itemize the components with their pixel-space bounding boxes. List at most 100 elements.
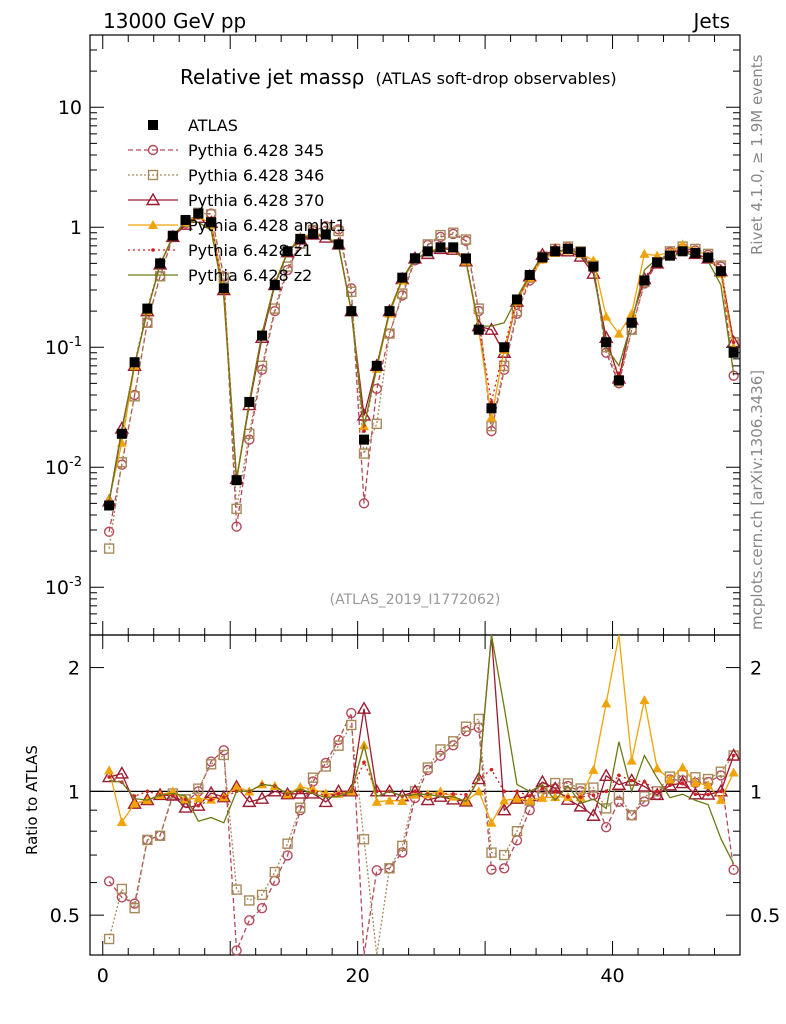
ratio-point [218,749,230,761]
ratio-point [256,902,268,914]
legend-marker [145,192,161,206]
ratio-point [269,866,281,878]
ratio-point [397,796,408,806]
ratio-y-tick-label-right: 0.5 [750,905,780,927]
ratio-point [540,786,545,790]
data-point [218,272,230,283]
ratio-ylabel: Ratio to ATLAS [23,745,41,855]
ratio-point [639,695,650,705]
ratio-point [154,830,166,841]
x-tick-label: 0 [97,965,109,987]
data-point [103,543,115,554]
ratio-point [101,769,117,783]
ratio-point [637,779,652,792]
ratio-point [178,800,193,813]
ratio-y-tick-label-right: 2 [750,658,762,680]
data-point [154,271,166,282]
data-point [142,317,153,328]
legend-marker [151,248,155,252]
ratio-point [142,834,153,846]
ratio-point [578,795,583,800]
ratio-point [706,792,710,797]
ratio-point [719,789,723,794]
data-point [486,403,497,414]
data-point [652,257,663,268]
legend-label: Pythia 6.428 ambt1 [188,216,346,235]
ratio-point [677,762,688,772]
ratio-point [715,794,726,804]
data-point [346,286,357,297]
ratio-point [680,781,685,785]
ratio-point [451,792,456,796]
ratio-point [588,782,599,793]
data-point [460,253,471,264]
data-point [677,246,688,257]
ratio-point [244,895,255,906]
ratio-point [617,773,621,778]
ratio-point [511,826,523,837]
ratio-point [116,817,127,827]
ratio-point [346,719,357,731]
header-right: Jets [692,9,730,33]
ratio-point [311,789,315,794]
ratio-series-layer [101,634,741,956]
ratio-point [318,794,333,808]
series-line [108,216,735,502]
ratio-point [601,698,612,708]
ratio-point [703,780,714,790]
x-tick-label: 40 [600,965,624,987]
ratio-point [464,792,468,797]
ratio-point [435,786,446,796]
ratio-point [422,762,433,773]
data-point [703,252,714,263]
ratio-point [413,789,417,794]
ratio-point [384,863,395,874]
ratio-point [282,838,293,849]
ratio-point [550,792,561,802]
data-point [422,246,433,257]
data-point [371,360,382,371]
ratio-point [588,764,599,774]
data-point [384,328,395,339]
data-point [295,233,306,244]
data-point [484,322,499,335]
ratio-point [693,792,698,797]
data-point [715,266,726,277]
ratio-point [397,840,408,852]
data-point [626,308,637,318]
data-point [269,303,281,314]
ratio-point [145,789,150,794]
ratio-point [384,795,395,805]
ratio-y-tick-label-left: 1 [68,781,80,803]
data-point [384,306,395,317]
ratio-point [726,748,741,761]
data-point [435,242,446,253]
legend: ATLAS Pythia 6.428 345 Pythia 6.428 346 Pyt… [128,116,346,285]
data-point [524,270,535,280]
data-point [142,303,153,314]
ratio-point [420,792,435,806]
ratio-point [573,798,588,812]
legend-marker [147,169,159,181]
ratio-point [371,865,382,876]
main-y-tick-label: 10-1 [45,335,82,359]
ratio-point [333,734,344,746]
ratio-series-2 [103,713,739,956]
analysis-label: (ATLAS_2019_I1772062) [330,592,501,608]
data-point [155,258,166,269]
legend-label: ATLAS [188,116,238,135]
ratio-point [231,945,242,956]
ratio-point [295,781,306,791]
data-point [486,420,497,432]
ratio-point [336,792,341,796]
ratio-point [242,794,257,808]
ratio-line [109,634,735,865]
ratio-point [295,802,306,813]
ratio-point [600,803,612,814]
ratio-point [655,789,659,794]
ratio-y-tick-label-left: 2 [68,658,80,680]
ratio-point [688,786,703,800]
ratio-point [171,793,175,798]
data-point [218,283,229,294]
ratio-point [107,775,111,779]
